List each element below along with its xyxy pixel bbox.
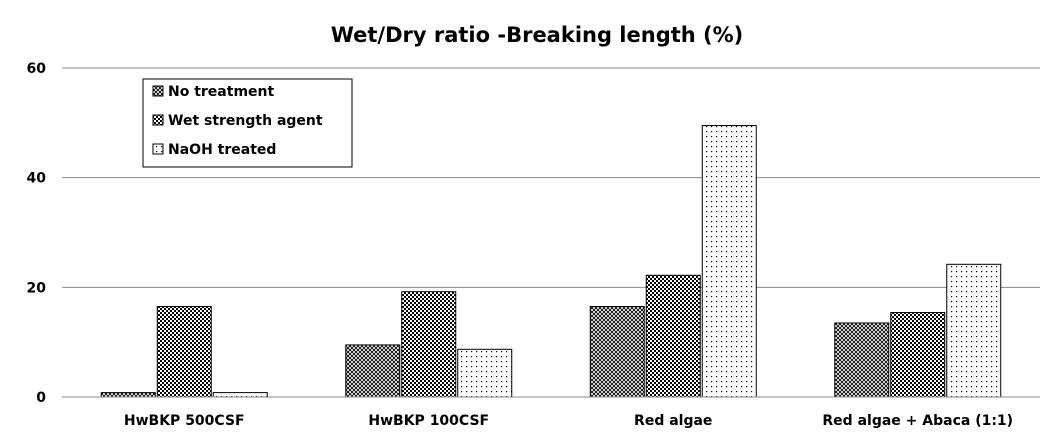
bar-red-algae-naoh-treated	[701, 125, 757, 398]
bars	[100, 125, 1002, 398]
legend-label: No treatment	[168, 84, 274, 100]
x-category-label: Red algae	[634, 413, 712, 429]
y-tick-label: 20	[27, 280, 47, 296]
x-category-label: HwBKP 500CSF	[124, 413, 245, 429]
y-axis-ticks: 0 20 40 60	[27, 61, 47, 406]
legend: No treatment Wet strength agent NaOH treat…	[142, 78, 353, 168]
y-tick-label: 40	[27, 171, 47, 187]
bar-hwbkp-500csf-naoh-treated	[212, 392, 268, 398]
legend-box	[142, 78, 353, 168]
y-tick-label: 0	[36, 390, 46, 406]
legend-swatch	[152, 85, 164, 97]
legend-swatch	[152, 143, 164, 155]
x-category-label: Red algae + Abaca (1:1)	[822, 413, 1013, 429]
bar-hwbkp-100csf-wet-strength-agent	[401, 291, 457, 398]
x-axis-categories: HwBKP 500CSF HwBKP 100CSF Red algae Red alg…	[124, 413, 1013, 429]
bar-red-algae-abaca-1-1--no-treatment	[834, 322, 890, 398]
legend-label: Wet strength agent	[168, 113, 323, 129]
bar-red-algae-wet-strength-agent	[645, 274, 701, 398]
chart-title: Wet/Dry ratio -Breaking length (%)	[331, 23, 744, 47]
bar-hwbkp-500csf-no-treatment	[100, 392, 156, 398]
bar-hwbkp-100csf-no-treatment	[345, 344, 401, 398]
gridlines	[62, 67, 1040, 288]
legend-swatch	[152, 114, 164, 126]
bar-red-algae-no-treatment	[589, 306, 645, 398]
bar-hwbkp-100csf-naoh-treated	[457, 348, 513, 398]
x-category-label: HwBKP 100CSF	[368, 413, 489, 429]
bar-red-algae-abaca-1-1--naoh-treated	[946, 263, 1002, 398]
bar-red-algae-abaca-1-1--wet-strength-agent	[890, 312, 946, 398]
legend-label: NaOH treated	[168, 142, 276, 158]
y-tick-label: 60	[27, 61, 47, 77]
bar-hwbkp-500csf-wet-strength-agent	[156, 306, 212, 398]
